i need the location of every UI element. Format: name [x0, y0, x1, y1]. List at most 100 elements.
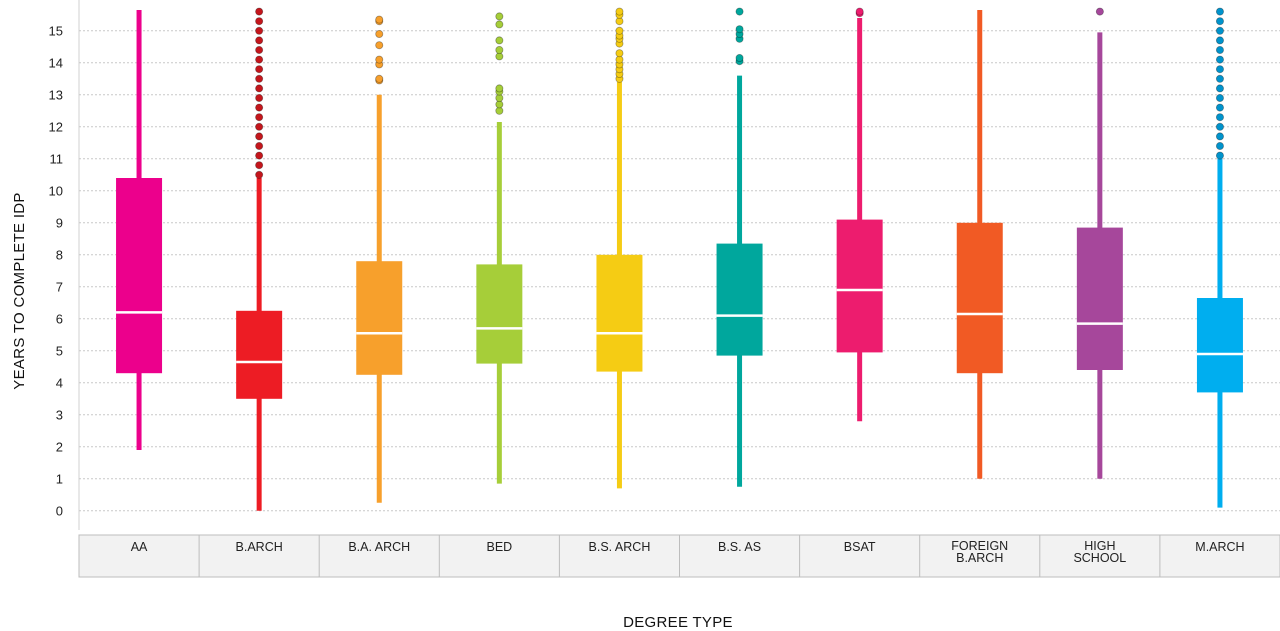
- outlier-point: [1215, 17, 1224, 26]
- outlier-point: [735, 7, 744, 16]
- outlier-point: [375, 55, 384, 64]
- x-axis-title: DEGREE TYPE: [623, 614, 733, 631]
- outlier-point: [1095, 7, 1104, 16]
- outlier-point: [255, 122, 264, 131]
- outlier-point: [735, 54, 744, 63]
- y-tick-label: 8: [56, 247, 63, 262]
- x-category-label: B.A. ARCH: [348, 540, 410, 554]
- y-tick-label: 6: [56, 311, 63, 326]
- box-plot-group: [1196, 7, 1243, 508]
- box-iqr: [116, 178, 163, 374]
- box-plot-group: [716, 7, 763, 487]
- y-tick-label: 1: [56, 471, 63, 486]
- outlier-point: [255, 36, 264, 45]
- outlier-point: [255, 151, 264, 160]
- x-category-label-line: M.ARCH: [1195, 540, 1244, 554]
- x-category-label-line: B.S. AS: [718, 540, 761, 554]
- outlier-point: [255, 84, 264, 93]
- outlier-point: [255, 74, 264, 83]
- outlier-point: [255, 170, 264, 179]
- outlier-point: [255, 26, 264, 35]
- outlier-point: [255, 7, 264, 16]
- box-iqr: [956, 222, 1003, 374]
- outlier-point: [255, 94, 264, 103]
- y-tick-label: 4: [56, 375, 63, 390]
- x-category-label-line: AA: [131, 540, 148, 554]
- x-category-label: HIGH SCHOOL: [1073, 539, 1126, 565]
- box-plot-group: [596, 7, 643, 489]
- box-plot-group: [116, 10, 163, 450]
- x-category-label-line: HIGH: [1084, 539, 1115, 553]
- box-iqr: [236, 310, 283, 399]
- y-tick-label: 3: [56, 407, 63, 422]
- x-category-label: FOREIGN B.ARCH: [951, 539, 1008, 565]
- box-iqr: [716, 243, 763, 356]
- outlier-point: [615, 7, 624, 16]
- outlier-point: [1215, 7, 1224, 16]
- outlier-point: [495, 20, 504, 29]
- x-category-label-line: SCHOOL: [1073, 551, 1126, 565]
- outlier-point: [255, 113, 264, 122]
- box-iqr: [1076, 227, 1123, 370]
- y-tick-label: 10: [49, 183, 63, 198]
- outlier-point: [375, 41, 384, 50]
- outlier-point: [1215, 46, 1224, 55]
- outlier-point: [1215, 141, 1224, 150]
- box-iqr: [596, 254, 643, 372]
- outlier-point: [255, 132, 264, 141]
- y-tick-label: 11: [50, 151, 64, 166]
- outlier-point: [375, 15, 384, 24]
- outlier-point: [1215, 122, 1224, 131]
- x-category-label-line: FOREIGN: [951, 539, 1008, 553]
- outlier-point: [255, 141, 264, 150]
- outlier-point: [1215, 103, 1224, 112]
- outlier-point: [1215, 26, 1224, 35]
- box-plot-group: [356, 15, 403, 503]
- y-tick-label: 13: [49, 87, 63, 102]
- y-tick-label: 9: [56, 215, 63, 230]
- y-axis-title: YEARS TO COMPLETE IDP: [11, 192, 28, 389]
- outlier-point: [495, 84, 504, 93]
- x-category-label: BED: [486, 540, 512, 554]
- outlier-point: [1215, 65, 1224, 74]
- outlier-point: [255, 17, 264, 26]
- x-category-label: BSAT: [844, 540, 876, 554]
- outlier-point: [1215, 55, 1224, 64]
- outlier-point: [255, 161, 264, 170]
- outlier-point: [1215, 94, 1224, 103]
- box-plot-group: [956, 10, 1003, 479]
- outlier-point: [255, 46, 264, 55]
- x-axis-category-bar: AA B.ARCH B.A. ARCH BED B.S. ARCH B.S. AS BSAT…: [78, 534, 1280, 578]
- box-iqr: [836, 219, 883, 353]
- outlier-point: [1215, 36, 1224, 45]
- box-plot-group: [476, 12, 523, 484]
- outlier-point: [255, 55, 264, 64]
- x-category-label: B.S. ARCH: [589, 540, 651, 554]
- box-iqr: [1196, 298, 1243, 393]
- box-plot-group: [836, 7, 883, 422]
- box-iqr: [476, 264, 523, 364]
- outlier-point: [855, 7, 864, 16]
- outlier-point: [615, 26, 624, 35]
- outlier-point: [615, 49, 624, 58]
- outlier-point: [1215, 132, 1224, 141]
- outlier-point: [1215, 84, 1224, 93]
- outlier-point: [255, 103, 264, 112]
- box-plots: [116, 7, 1243, 511]
- outlier-point: [1215, 113, 1224, 122]
- outlier-point: [375, 74, 384, 83]
- box-iqr: [356, 261, 403, 375]
- box-plot-group: [236, 7, 283, 511]
- outlier-point: [375, 29, 384, 38]
- y-tick-label: 15: [49, 23, 63, 38]
- outlier-point: [735, 25, 744, 34]
- outlier-point: [1215, 151, 1224, 160]
- x-category-label: AA: [131, 540, 148, 554]
- x-category-label-line: BSAT: [844, 540, 876, 554]
- x-category-label-line: BED: [486, 540, 512, 554]
- y-tick-label: 14: [49, 55, 63, 70]
- y-tick-label: 7: [56, 279, 63, 294]
- x-category-label-line: B.ARCH: [956, 551, 1003, 565]
